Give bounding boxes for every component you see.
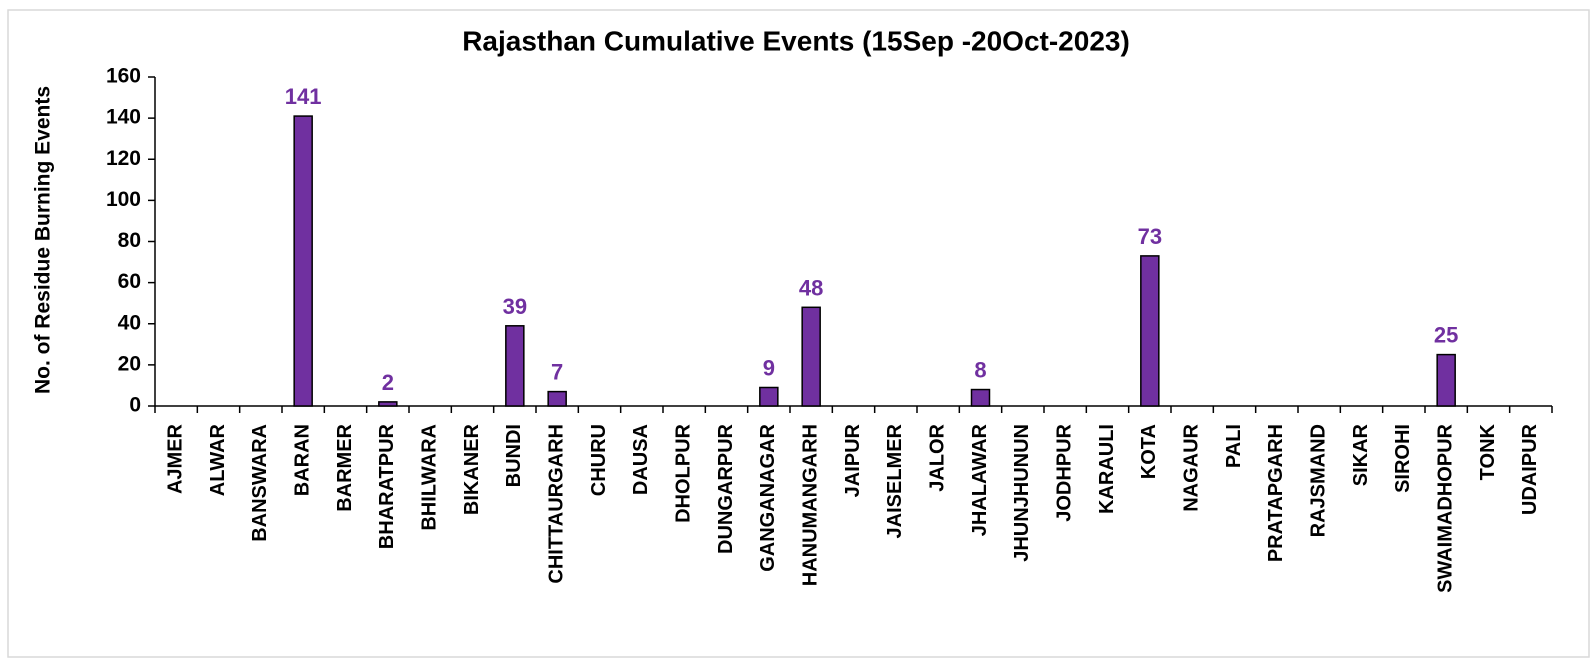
- bar: [1140, 255, 1160, 407]
- bar: [1436, 353, 1456, 407]
- x-tick-label: RAJSMAND: [1307, 424, 1329, 537]
- x-tick-label: BHILWARA: [418, 424, 440, 531]
- y-tick-label: 100: [106, 188, 141, 211]
- y-tick-label: 40: [118, 311, 141, 334]
- x-tick-label: BANSWARA: [249, 424, 271, 542]
- y-axis-label: No. of Residue Burning Events: [32, 86, 55, 394]
- x-tick-label: HANUMANGARH: [799, 424, 821, 586]
- x-tick-label: TONK: [1477, 423, 1499, 480]
- chart-title: Rajasthan Cumulative Events (15Sep -20Oc…: [462, 25, 1130, 56]
- x-tick-label: BHARATPUR: [376, 423, 398, 549]
- x-tick-label: JAISELMER: [884, 423, 906, 538]
- x-tick-label: AJMER: [164, 423, 186, 494]
- bar: [970, 388, 991, 407]
- x-tick-label: PALI: [1223, 424, 1245, 468]
- y-tick-label: 60: [118, 270, 141, 293]
- x-tick-label: JALOR: [926, 423, 948, 491]
- y-tick-label: 160: [106, 65, 141, 88]
- data-label: 9: [763, 355, 775, 380]
- x-tick-label: NAGAUR: [1180, 423, 1202, 511]
- y-tick-label: 20: [118, 352, 141, 375]
- y-tick-label: 140: [106, 106, 141, 129]
- x-tick-label: KARAULI: [1096, 424, 1118, 514]
- x-tick-label: BARMER: [334, 423, 356, 511]
- x-tick-label: CHITTAURGARH: [545, 424, 567, 584]
- data-label: 7: [551, 360, 563, 385]
- x-tick-label: JHUNJHUNUN: [1011, 424, 1033, 562]
- y-tick-label: 120: [106, 147, 141, 170]
- y-tick-label: 0: [129, 394, 141, 417]
- x-tick-label: PRATAPGARH: [1265, 424, 1287, 562]
- x-tick-label: KOTA: [1138, 424, 1160, 479]
- bar: [759, 386, 779, 407]
- x-tick-label: BIKANER: [461, 423, 483, 515]
- data-label: 25: [1434, 323, 1458, 348]
- x-tick-label: BUNDI: [503, 424, 525, 487]
- data-label: 141: [285, 84, 322, 109]
- x-tick-label: JAIPUR: [842, 423, 864, 497]
- data-label: 73: [1138, 224, 1162, 249]
- x-tick-label: UDAIPUR: [1519, 423, 1541, 515]
- x-tick-label: SIKAR: [1350, 423, 1372, 486]
- data-label: 39: [503, 294, 527, 319]
- chart-border: [7, 9, 1590, 658]
- bar: [801, 306, 821, 407]
- x-tick-label: DUNGARPUR: [715, 423, 737, 554]
- bar: [378, 401, 398, 407]
- data-label: 2: [382, 370, 394, 395]
- bar: [547, 390, 567, 407]
- x-tick-label: DAUSA: [630, 424, 652, 495]
- x-tick-label: ALWAR: [207, 423, 229, 496]
- x-tick-label: DHOLPUR: [672, 423, 694, 522]
- bar: [505, 325, 525, 407]
- x-tick-label: GANGANAGAR: [757, 423, 779, 571]
- x-tick-label: SIROHI: [1392, 424, 1414, 493]
- bar: [293, 115, 313, 407]
- x-tick-label: JHALAWAR: [969, 423, 991, 536]
- x-tick-label: JODHPUR: [1053, 423, 1075, 521]
- x-tick-label: SWAIMADHOPUR: [1434, 423, 1456, 592]
- x-tick-label: BARAN: [291, 424, 313, 496]
- data-label: 48: [799, 275, 823, 300]
- y-tick-label: 80: [118, 229, 141, 252]
- data-label: 8: [974, 358, 986, 383]
- x-tick-label: CHURU: [588, 424, 610, 496]
